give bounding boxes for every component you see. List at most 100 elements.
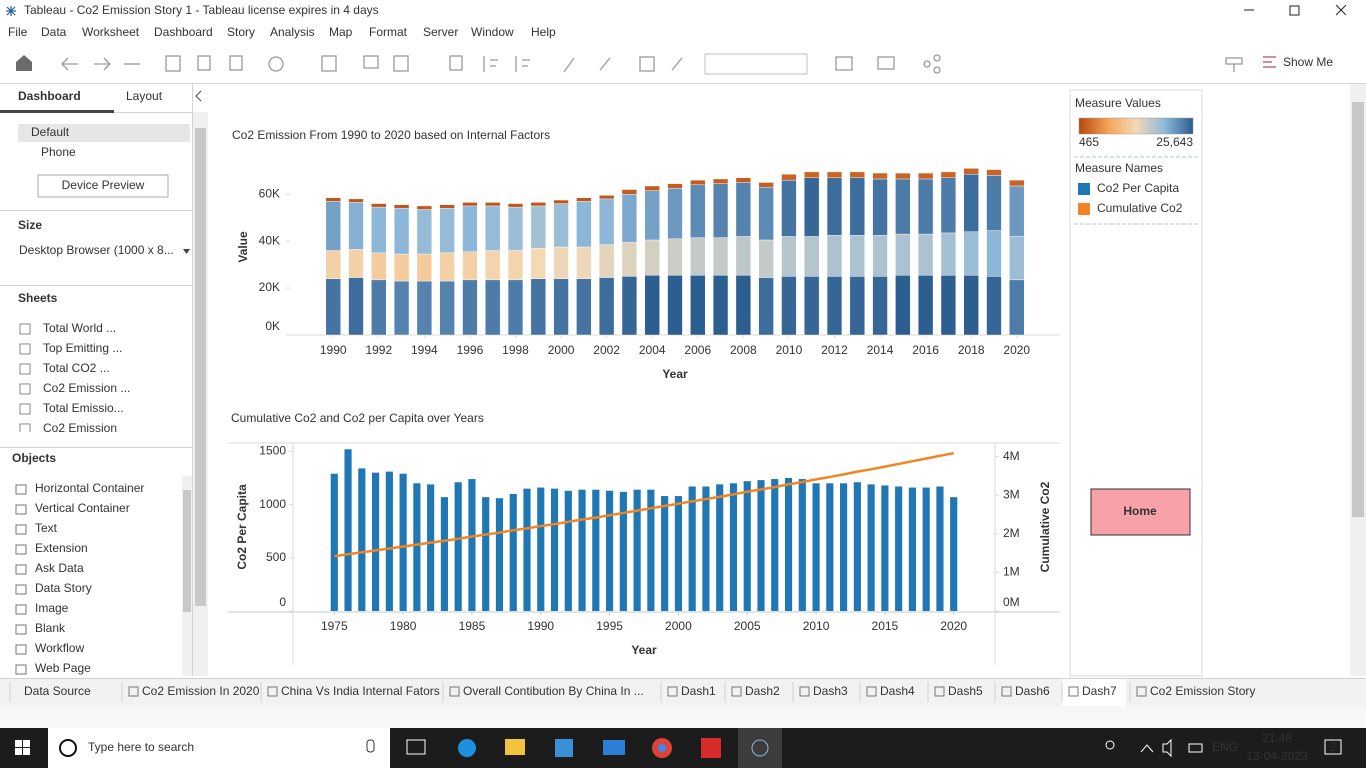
bar-segment	[804, 276, 820, 336]
sheet-item[interactable]: Co2 Emission ...	[43, 381, 130, 395]
x-tick-label: 2008	[730, 343, 757, 357]
menu-item[interactable]: Worksheet	[82, 25, 140, 39]
menu-item[interactable]: Help	[531, 25, 556, 39]
tray-icons[interactable]	[1105, 738, 1342, 758]
object-item[interactable]: Text	[35, 521, 58, 535]
bar-segment	[393, 204, 410, 209]
clock-time: 21:48	[1262, 731, 1292, 745]
bar	[592, 489, 600, 611]
left-scroll-thumb[interactable]	[195, 128, 206, 606]
object-item[interactable]: Blank	[35, 621, 66, 635]
sheet-tab[interactable]: Dash7	[1082, 684, 1117, 698]
sheet-tab[interactable]: Co2 Emission Story	[1150, 684, 1255, 698]
device-preview-button[interactable]	[37, 174, 169, 198]
bar-segment	[895, 233, 911, 276]
sheet-tab[interactable]: Dash5	[948, 684, 983, 698]
mic-icon[interactable]	[366, 739, 375, 753]
sheet-tab-bar	[0, 678, 1366, 706]
bar-segment	[416, 253, 432, 282]
sheet-tab[interactable]: Overall Contibution By China In ...	[463, 684, 644, 698]
sheet-tab[interactable]: Dash1	[681, 684, 716, 698]
menu-item[interactable]: Story	[227, 25, 255, 39]
sheet-tab[interactable]: Dash6	[1015, 684, 1050, 698]
device-item[interactable]: Default	[31, 125, 70, 139]
object-item[interactable]: Web Page	[35, 661, 91, 675]
bar-segment	[485, 202, 501, 207]
home-label[interactable]: Home	[1123, 504, 1157, 518]
object-item[interactable]: Extension	[35, 541, 88, 555]
show-me[interactable]: Show Me	[1283, 55, 1333, 69]
menu-item[interactable]: Map	[329, 25, 353, 39]
x-tick-label: 2002	[593, 343, 620, 357]
bar-segment	[621, 189, 638, 195]
panel-tab[interactable]: Layout	[126, 89, 163, 103]
menu-item[interactable]: File	[8, 25, 28, 39]
sheet-item[interactable]: Total Emissio...	[43, 401, 124, 415]
bar	[358, 468, 366, 611]
sheet-tab[interactable]: Dash2	[745, 684, 780, 698]
bar	[674, 496, 682, 611]
menu-item[interactable]: Format	[369, 25, 408, 39]
objects-scroll-thumb[interactable]	[183, 490, 191, 612]
panel-tab[interactable]: Dashboard	[18, 89, 81, 103]
bar-segment	[371, 252, 387, 281]
bar	[454, 482, 462, 611]
sheet-item[interactable]: Total World ...	[43, 321, 116, 335]
bar	[936, 486, 944, 611]
sheet-tab[interactable]: Data Source	[24, 684, 91, 698]
bar-segment	[599, 244, 615, 278]
object-icon	[15, 564, 27, 575]
toolbar-icons[interactable]	[16, 53, 1276, 75]
taskbar-apps[interactable]	[406, 728, 782, 768]
sheet-tab-icon	[799, 686, 810, 697]
legend-entry: Co2 Per Capita	[1097, 181, 1179, 195]
bar-segment	[758, 277, 774, 336]
x-tick-label: 2006	[684, 343, 711, 357]
main-scroll-thumb[interactable]	[1352, 102, 1364, 517]
sheet-item[interactable]: Co2 Emission	[43, 421, 117, 435]
sheet-item[interactable]: Top Emitting ...	[43, 341, 122, 355]
menu-item[interactable]: Window	[471, 25, 514, 39]
size-value[interactable]: Desktop Browser (1000 x 8...	[19, 243, 174, 257]
menu-item[interactable]: Dashboard	[154, 25, 213, 39]
sheet-tab[interactable]: Dash3	[813, 684, 848, 698]
window-controls[interactable]	[1244, 4, 1347, 16]
start-button[interactable]	[15, 740, 30, 755]
bar-segment	[849, 276, 865, 336]
bar-segment	[712, 178, 729, 184]
menu-item[interactable]: Data	[41, 25, 67, 39]
sheet-tab[interactable]: China Vs India Internal Fators	[281, 684, 440, 698]
menu-item[interactable]: Analysis	[270, 25, 315, 39]
object-item[interactable]: Ask Data	[35, 561, 84, 575]
object-item[interactable]: Vertical Container	[35, 501, 130, 515]
bar-segment	[758, 182, 774, 188]
bar-segment	[507, 250, 524, 281]
bar	[908, 487, 916, 611]
bar-segment	[576, 246, 592, 279]
search-placeholder[interactable]: Type here to search	[88, 740, 194, 754]
home-button[interactable]	[1090, 488, 1191, 536]
bar-segment	[918, 178, 934, 235]
object-item[interactable]: Data Story	[35, 581, 92, 595]
dropdown-arrow[interactable]	[183, 249, 190, 254]
sheet-tab[interactable]: Co2 Emission In 2020	[142, 684, 260, 698]
sheet-tab[interactable]: Dash4	[880, 684, 915, 698]
collapse-arrow[interactable]	[195, 90, 202, 102]
toolbar-divider	[0, 83, 1366, 84]
bar-segment	[895, 274, 911, 336]
object-item[interactable]: Horizontal Container	[35, 481, 144, 495]
menu-item[interactable]: Server	[423, 25, 458, 39]
x-tick-label: 2005	[734, 619, 761, 633]
search-box[interactable]	[48, 728, 390, 768]
sheet-item[interactable]: Total CO2 ...	[43, 361, 110, 375]
bar-segment	[371, 279, 387, 336]
sheet-tab-icon	[731, 686, 742, 697]
device-item[interactable]: Phone	[41, 145, 76, 159]
bar-segment	[325, 250, 341, 279]
object-item[interactable]: Image	[35, 601, 69, 615]
bar-segment	[325, 278, 341, 336]
object-item[interactable]: Workflow	[35, 641, 84, 655]
bar-segment	[371, 206, 387, 254]
device-preview-label[interactable]: Device Preview	[62, 178, 145, 192]
